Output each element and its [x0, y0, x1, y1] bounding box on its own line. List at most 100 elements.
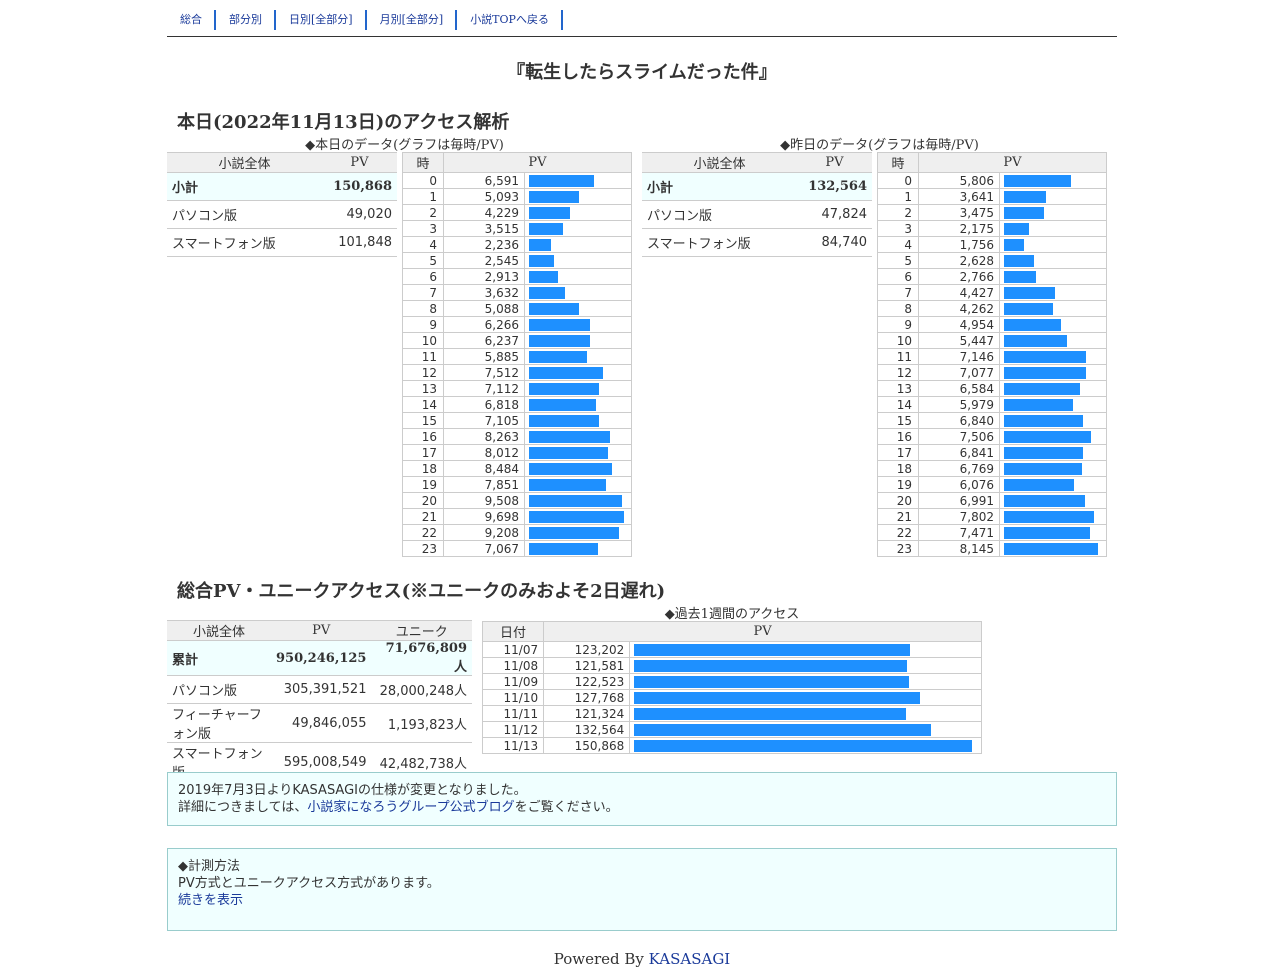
value-label: 4,427: [918, 284, 1000, 301]
category-label: 11: [402, 348, 444, 365]
table-row: 11/12 132,564: [481, 721, 982, 738]
notice-line2: 詳細につきましては、小説家になろうグループ公式ブログをご覧ください。: [178, 799, 1106, 816]
table-row: 11/08 121,581: [481, 657, 982, 674]
official-blog-link[interactable]: 小説家になろうグループ公式ブログ: [307, 800, 515, 815]
value-label: 122,523: [543, 673, 631, 690]
measurement-text: PV方式とユニークアクセス方式があります。: [178, 876, 440, 891]
category-label: 11/07: [481, 641, 545, 658]
value-label: 123,202: [543, 641, 631, 658]
value-label: 7,851: [443, 476, 525, 493]
bar: [529, 270, 558, 283]
table-row: パソコン版 49,020: [167, 200, 397, 229]
top-nav: 総合 部分別 日別[全部分] 月別[全部分] 小説TOPへ戻る: [167, 0, 1117, 37]
bar-cell: [999, 364, 1107, 381]
bar: [1004, 206, 1044, 219]
week-caption: ◆過去1週間のアクセス: [664, 607, 800, 622]
bar: [529, 510, 624, 523]
row-pv: 305,391,521: [271, 675, 372, 704]
value-label: 4,262: [918, 300, 1000, 317]
nav-by-part-link[interactable]: 部分別: [216, 10, 276, 30]
category-label: 17: [402, 444, 444, 461]
value-label: 6,991: [918, 492, 1000, 509]
show-more-link[interactable]: 続きを表示: [178, 893, 244, 908]
category-label: 21: [877, 508, 919, 525]
bar: [1004, 446, 1083, 459]
bar-cell: [999, 220, 1107, 237]
table-row: 23 8,145: [877, 540, 1107, 557]
table-row: 6 2,913: [402, 268, 632, 285]
category-label: 1: [402, 188, 444, 205]
category-label: 5: [402, 252, 444, 269]
nav-daily-link[interactable]: 日別[全部分]: [276, 10, 367, 30]
bar: [529, 414, 599, 427]
today-summary-table: 小説全体 PV 小計 150,868 パソコン版 49,020 スマートフォン版…: [167, 152, 397, 257]
bar: [529, 238, 551, 251]
value-label: 5,885: [443, 348, 525, 365]
bar-cell: [629, 689, 982, 706]
value-label: 6,841: [918, 444, 1000, 461]
bar-cell: [999, 492, 1107, 509]
bar: [529, 462, 612, 475]
bar: [1004, 526, 1090, 539]
table-row: 累計 950,246,125 71,676,809人: [167, 640, 472, 676]
bar: [529, 542, 598, 555]
category-label: 22: [402, 524, 444, 541]
bar-cell: [524, 348, 632, 365]
total-header-unique: ユニーク: [371, 620, 472, 641]
table-row: 18 8,484: [402, 460, 632, 477]
table-row: 4 1,756: [877, 236, 1107, 253]
value-label: 2,913: [443, 268, 525, 285]
bar-cell: [999, 460, 1107, 477]
bar-cell: [629, 705, 982, 722]
table-row: 12 7,512: [402, 364, 632, 381]
yesterday-caption: ◆昨日のデータ(グラフは毎時/PV): [780, 138, 979, 153]
row-label: パソコン版: [167, 675, 272, 704]
table-row: 0 6,591: [402, 172, 632, 189]
value-label: 7,506: [918, 428, 1000, 445]
table-row: 11/09 122,523: [481, 673, 982, 690]
bar-cell: [524, 172, 632, 189]
value-label: 3,515: [443, 220, 525, 237]
nav-monthly-link[interactable]: 月別[全部分]: [367, 10, 458, 30]
table-row: スマートフォン版 84,740: [642, 228, 872, 257]
spec-change-notice: 2019年7月3日よりKASASAGIの仕様が変更となりました。 詳細につきまし…: [167, 772, 1117, 826]
bar-cell: [524, 236, 632, 253]
row-unique: 28,000,248人: [371, 675, 472, 704]
category-label: 11/12: [481, 721, 545, 738]
table-row: 20 9,508: [402, 492, 632, 509]
table-row: フィーチャーフォン版 49,846,055 1,193,823人: [167, 703, 472, 743]
bar: [634, 659, 908, 672]
value-label: 3,475: [918, 204, 1000, 221]
value-label: 7,471: [918, 524, 1000, 541]
bar-cell: [524, 300, 632, 317]
value-label: 127,768: [543, 689, 631, 706]
bar: [1004, 286, 1055, 299]
bar: [529, 174, 594, 187]
bar-cell: [524, 396, 632, 413]
total-heading: 総合PV・ユニークアクセス(※ユニークのみおよそ2日遅れ): [177, 581, 666, 602]
nav-overall-link[interactable]: 総合: [167, 10, 216, 30]
total-summary-table: 小説全体 PV ユニーク 累計 950,246,125 71,676,809人 …: [167, 620, 472, 782]
bar: [529, 286, 565, 299]
bar: [634, 675, 910, 688]
total-header-novel: 小説全体: [167, 620, 272, 641]
value-label: 6,840: [918, 412, 1000, 429]
category-label: 13: [877, 380, 919, 397]
category-label: 9: [402, 316, 444, 333]
table-row: 22 7,471: [877, 524, 1107, 541]
nav-novel-top-link[interactable]: 小説TOPへ戻る: [457, 10, 563, 30]
bar: [529, 366, 603, 379]
table-row: 17 6,841: [877, 444, 1107, 461]
table-row: 10 6,237: [402, 332, 632, 349]
table-row: 4 2,236: [402, 236, 632, 253]
footer: Powered By KASASAGI: [167, 950, 1117, 968]
table-row: 3 3,515: [402, 220, 632, 237]
category-label: 1: [877, 188, 919, 205]
bar: [1004, 254, 1034, 267]
bar: [529, 350, 587, 363]
table-row: 5 2,545: [402, 252, 632, 269]
category-label: 7: [877, 284, 919, 301]
kasasagi-link[interactable]: KASASAGI: [648, 950, 731, 968]
value-label: 3,641: [918, 188, 1000, 205]
table-row: 1 5,093: [402, 188, 632, 205]
